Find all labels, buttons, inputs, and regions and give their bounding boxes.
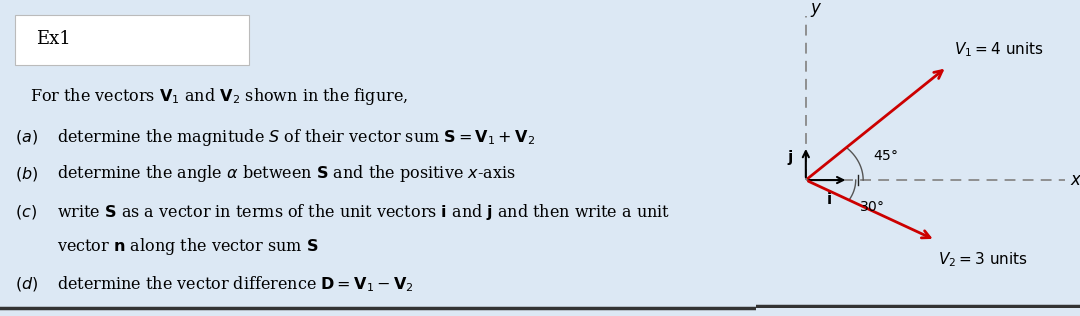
Text: For the vectors $\mathbf{V}_1$ and $\mathbf{V}_2$ shown in the figure,: For the vectors $\mathbf{V}_1$ and $\mat… xyxy=(30,86,408,107)
Text: $y$: $y$ xyxy=(810,1,822,19)
Text: write $\mathbf{S}$ as a vector in terms of the unit vectors $\mathbf{i}$ and $\m: write $\mathbf{S}$ as a vector in terms … xyxy=(56,202,670,222)
Text: $(a)$: $(a)$ xyxy=(15,129,38,146)
Text: $x$: $x$ xyxy=(1070,172,1080,189)
Text: $45°$: $45°$ xyxy=(873,149,899,163)
Text: $(c)$: $(c)$ xyxy=(15,203,37,221)
Text: $(d)$: $(d)$ xyxy=(15,276,39,293)
Text: determine the magnitude $S$ of their vector sum $\mathbf{S} = \mathbf{V}_1 + \ma: determine the magnitude $S$ of their vec… xyxy=(56,127,535,148)
FancyBboxPatch shape xyxy=(15,15,249,65)
Text: $\mathbf{j}$: $\mathbf{j}$ xyxy=(786,149,793,167)
Text: determine the angle $\alpha$ between $\mathbf{S}$ and the positive $x$-axis: determine the angle $\alpha$ between $\m… xyxy=(56,163,515,184)
Text: $\mathbf{i}$: $\mathbf{i}$ xyxy=(826,191,832,207)
Text: $V_2 = 3\ \mathrm{units}$: $V_2 = 3\ \mathrm{units}$ xyxy=(937,250,1028,269)
Text: $(b)$: $(b)$ xyxy=(15,165,39,183)
Text: Ex1: Ex1 xyxy=(37,31,71,48)
Text: $30°$: $30°$ xyxy=(859,200,883,214)
Text: determine the vector difference $\mathbf{D} = \mathbf{V}_1 - \mathbf{V}_2$: determine the vector difference $\mathbf… xyxy=(56,275,414,294)
Text: vector $\mathbf{n}$ along the vector sum $\mathbf{S}$: vector $\mathbf{n}$ along the vector sum… xyxy=(56,236,319,257)
Text: $V_1 = 4\ \mathrm{units}$: $V_1 = 4\ \mathrm{units}$ xyxy=(955,40,1044,59)
